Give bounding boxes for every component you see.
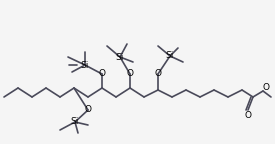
- Text: O: O: [84, 106, 92, 114]
- Text: O: O: [155, 70, 161, 78]
- Text: O: O: [98, 70, 106, 78]
- Text: Si: Si: [81, 60, 89, 70]
- Text: Si: Si: [166, 52, 174, 60]
- Text: Si: Si: [116, 53, 124, 61]
- Text: O: O: [126, 70, 133, 78]
- Text: O: O: [263, 84, 270, 92]
- Text: O: O: [244, 111, 252, 121]
- Text: Si: Si: [71, 118, 79, 126]
